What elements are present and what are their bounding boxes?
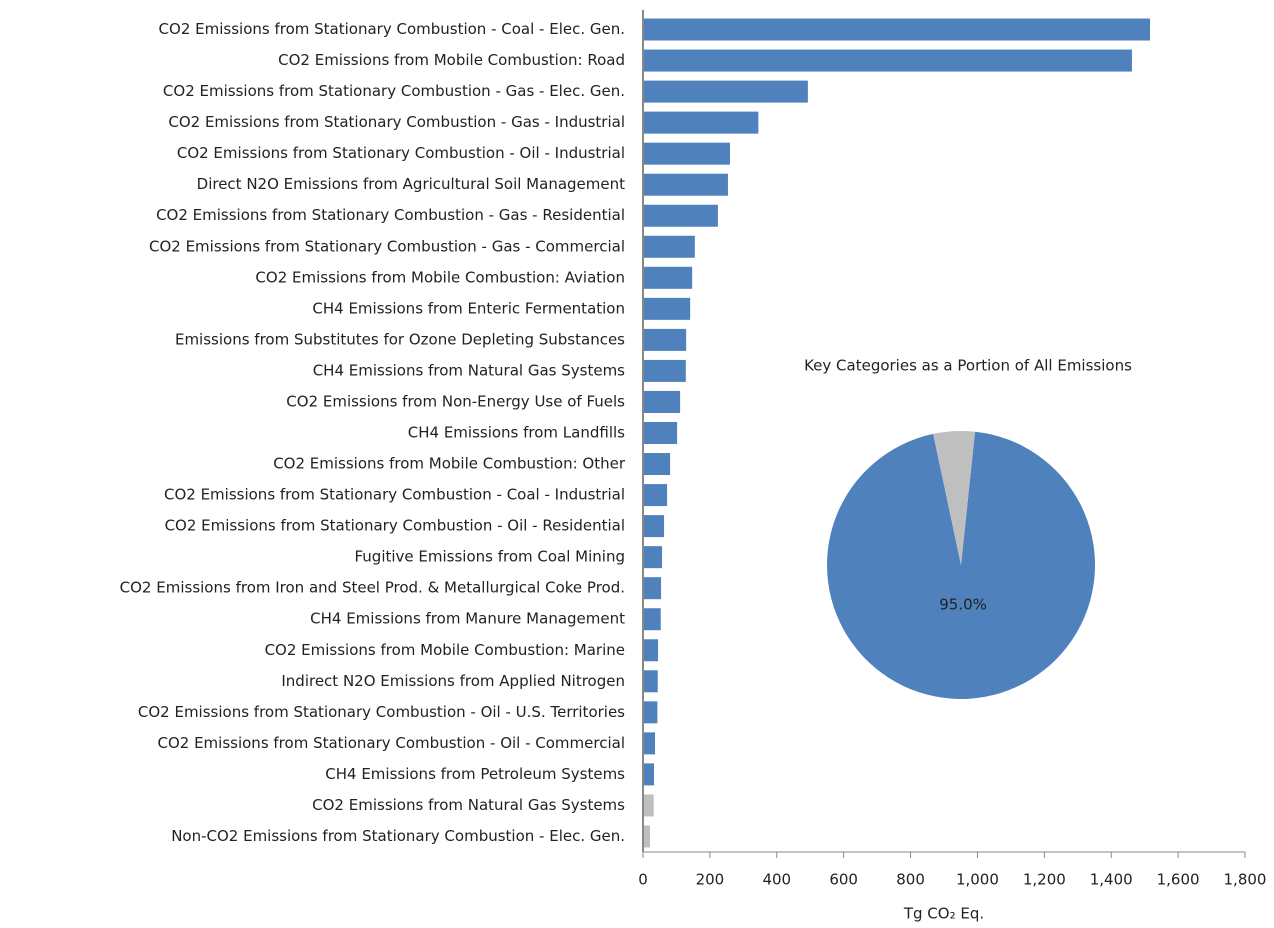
bar bbox=[643, 763, 655, 786]
category-label: Emissions from Substitutes for Ozone Dep… bbox=[175, 330, 625, 348]
pie-slice bbox=[826, 431, 1095, 699]
category-label: CO2 Emissions from Mobile Combustion: Ro… bbox=[278, 51, 625, 69]
bar bbox=[643, 422, 678, 444]
bar bbox=[643, 235, 695, 258]
bar bbox=[643, 80, 808, 103]
category-label: CO2 Emissions from Stationary Combustion… bbox=[168, 113, 625, 131]
x-tick-label: 1,600 bbox=[1157, 871, 1200, 889]
x-axis-label: Tg CO₂ Eq. bbox=[903, 905, 984, 923]
bar bbox=[643, 359, 686, 382]
bar bbox=[643, 825, 651, 848]
category-label: CO2 Emissions from Stationary Combustion… bbox=[138, 703, 625, 721]
category-label: CO2 Emissions from Stationary Combustion… bbox=[149, 237, 625, 255]
category-label: CH4 Emissions from Landfills bbox=[408, 424, 625, 442]
category-label: CO2 Emissions from Stationary Combustion… bbox=[164, 486, 625, 504]
category-label: Non-CO2 Emissions from Stationary Combus… bbox=[171, 827, 625, 845]
x-tick-label: 800 bbox=[896, 871, 925, 889]
bar bbox=[643, 453, 671, 476]
bar bbox=[643, 142, 730, 165]
bar bbox=[643, 204, 718, 227]
category-label: CO2 Emissions from Stationary Combustion… bbox=[177, 144, 625, 162]
x-tick-label: 1,000 bbox=[956, 871, 999, 889]
x-tick-label: 1,400 bbox=[1090, 871, 1133, 889]
category-label: CO2 Emissions from Iron and Steel Prod. … bbox=[120, 579, 625, 597]
category-label: CO2 Emissions from Mobile Combustion: Ot… bbox=[273, 455, 626, 473]
category-label: CO2 Emissions from Non-Energy Use of Fue… bbox=[286, 392, 625, 410]
category-label: Direct N2O Emissions from Agricultural S… bbox=[197, 175, 625, 193]
bar bbox=[643, 515, 665, 538]
category-label: CO2 Emissions from Mobile Combustion: Av… bbox=[255, 268, 625, 286]
category-label: CH4 Emissions from Natural Gas Systems bbox=[313, 361, 625, 379]
x-tick-label: 400 bbox=[762, 871, 791, 889]
pie-slice bbox=[933, 431, 976, 565]
category-label: CO2 Emissions from Natural Gas Systems bbox=[312, 796, 625, 814]
bar bbox=[643, 266, 693, 289]
category-label: CO2 Emissions from Mobile Combustion: Ma… bbox=[265, 641, 625, 659]
bar bbox=[643, 732, 656, 755]
x-tick-label: 0 bbox=[638, 871, 648, 889]
bar bbox=[643, 484, 668, 507]
bar bbox=[643, 49, 1132, 72]
category-label: CH4 Emissions from Petroleum Systems bbox=[325, 765, 625, 783]
bar bbox=[643, 577, 662, 600]
pie-title: Key Categories as a Portion of All Emiss… bbox=[804, 357, 1132, 375]
bar bbox=[643, 390, 681, 413]
bar bbox=[643, 18, 1151, 41]
category-label: CO2 Emissions from Stationary Combustion… bbox=[163, 82, 625, 100]
category-label: CO2 Emissions from Stationary Combustion… bbox=[156, 206, 625, 224]
pie-label: 95.0% bbox=[939, 596, 987, 614]
bar bbox=[643, 608, 661, 631]
x-tick-label: 200 bbox=[696, 871, 725, 889]
bar bbox=[643, 297, 691, 320]
category-label: Indirect N2O Emissions from Applied Nitr… bbox=[281, 672, 625, 690]
bar bbox=[643, 173, 728, 196]
category-label: CH4 Emissions from Manure Management bbox=[310, 610, 625, 628]
x-tick-label: 1,800 bbox=[1224, 871, 1267, 889]
category-label: CO2 Emissions from Stationary Combustion… bbox=[165, 517, 625, 535]
bar bbox=[643, 794, 654, 817]
x-tick-label: 1,200 bbox=[1023, 871, 1066, 889]
category-label: CO2 Emissions from Stationary Combustion… bbox=[159, 20, 625, 38]
bar bbox=[643, 328, 687, 351]
x-tick-label: 600 bbox=[829, 871, 858, 889]
category-label: CO2 Emissions from Stationary Combustion… bbox=[157, 734, 625, 752]
bar bbox=[643, 546, 663, 569]
category-label: Fugitive Emissions from Coal Mining bbox=[354, 548, 625, 566]
category-label: CH4 Emissions from Enteric Fermentation bbox=[312, 299, 625, 317]
bar bbox=[643, 670, 658, 693]
bar bbox=[643, 701, 658, 724]
bar bbox=[643, 111, 759, 134]
bar bbox=[643, 639, 659, 662]
